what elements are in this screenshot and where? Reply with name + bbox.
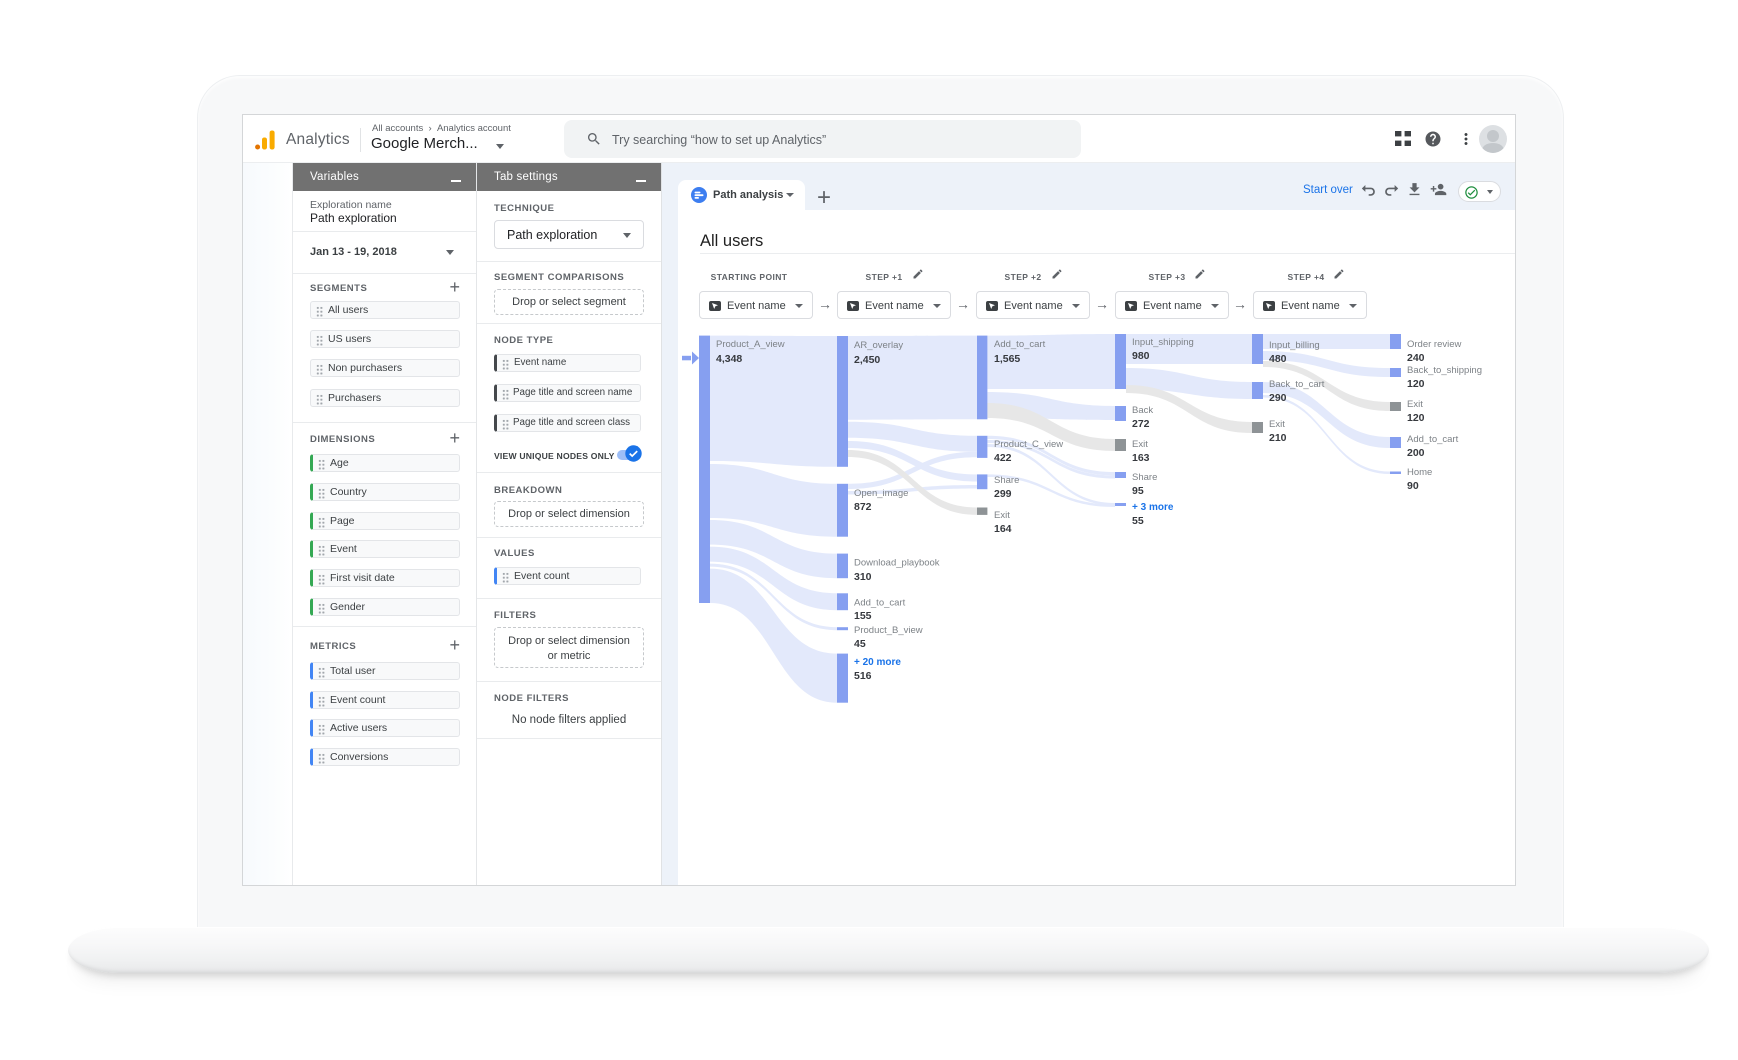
- svg-text:1,565: 1,565: [994, 353, 1020, 365]
- svg-text:4,348: 4,348: [716, 353, 742, 365]
- svg-text:+ 20 more: + 20 more: [854, 657, 901, 668]
- svg-text:Product_C_view: Product_C_view: [994, 439, 1063, 450]
- svg-text:240: 240: [1407, 352, 1425, 364]
- svg-text:Product_B_view: Product_B_view: [854, 625, 923, 636]
- svg-text:+ 3 more: + 3 more: [1132, 502, 1174, 513]
- svg-text:Exit: Exit: [1269, 419, 1285, 430]
- svg-text:120: 120: [1407, 378, 1425, 390]
- svg-text:Share: Share: [1132, 472, 1157, 483]
- svg-text:290: 290: [1269, 392, 1287, 404]
- svg-text:163: 163: [1132, 452, 1150, 464]
- svg-text:Input_billing: Input_billing: [1269, 340, 1320, 351]
- svg-text:Product_A_view: Product_A_view: [716, 339, 785, 350]
- svg-text:45: 45: [854, 638, 866, 650]
- svg-text:Exit: Exit: [994, 510, 1010, 521]
- svg-text:95: 95: [1132, 485, 1144, 497]
- svg-text:980: 980: [1132, 350, 1150, 362]
- svg-text:272: 272: [1132, 418, 1150, 430]
- svg-text:Add_to_cart: Add_to_cart: [994, 339, 1046, 350]
- svg-text:Share: Share: [994, 475, 1019, 486]
- svg-text:120: 120: [1407, 412, 1425, 424]
- svg-text:516: 516: [854, 670, 872, 682]
- svg-text:200: 200: [1407, 447, 1425, 459]
- svg-text:2,450: 2,450: [854, 354, 880, 366]
- svg-text:Add_to_cart: Add_to_cart: [1407, 434, 1459, 445]
- svg-text:422: 422: [994, 452, 1012, 464]
- svg-text:Back_to_shipping: Back_to_shipping: [1407, 365, 1482, 376]
- svg-text:872: 872: [854, 501, 872, 513]
- svg-text:90: 90: [1407, 480, 1419, 492]
- svg-text:AR_overlay: AR_overlay: [854, 340, 903, 351]
- svg-text:Input_shipping: Input_shipping: [1132, 337, 1194, 348]
- svg-text:Add_to_cart: Add_to_cart: [854, 597, 906, 608]
- svg-text:Exit: Exit: [1132, 439, 1148, 450]
- svg-text:Open_image: Open_image: [854, 488, 908, 499]
- svg-text:299: 299: [994, 488, 1012, 500]
- svg-text:164: 164: [994, 523, 1012, 535]
- svg-text:55: 55: [1132, 515, 1144, 527]
- svg-text:Order review: Order review: [1407, 339, 1462, 350]
- svg-text:155: 155: [854, 610, 872, 622]
- svg-text:Exit: Exit: [1407, 399, 1423, 410]
- svg-text:Home: Home: [1407, 467, 1432, 478]
- svg-text:Back: Back: [1132, 405, 1153, 416]
- svg-text:Download_playbook: Download_playbook: [854, 558, 940, 569]
- svg-text:210: 210: [1269, 432, 1287, 444]
- svg-text:480: 480: [1269, 353, 1287, 365]
- svg-text:Back_to_cart: Back_to_cart: [1269, 379, 1325, 390]
- svg-text:310: 310: [854, 571, 872, 583]
